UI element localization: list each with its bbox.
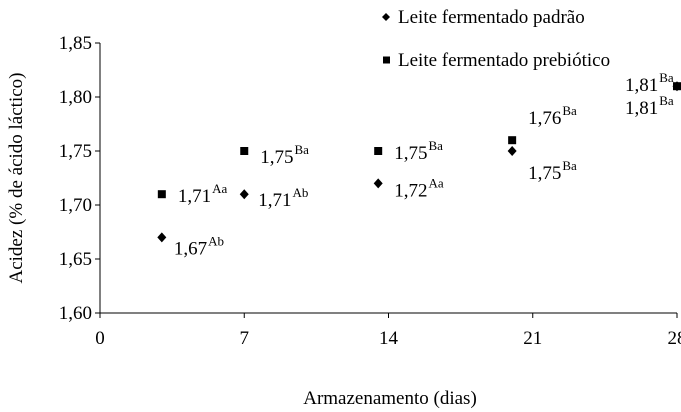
data-label: 1,75 xyxy=(528,163,561,184)
data-label-superscript: Ba xyxy=(428,138,443,153)
legend-marker xyxy=(383,56,390,64)
legend-label: Leite fermentado padrão xyxy=(398,7,585,28)
point xyxy=(374,147,383,155)
y-tick-label: 1,75 xyxy=(59,141,92,162)
point xyxy=(507,146,517,156)
point xyxy=(508,136,517,145)
x-tick-label: 28 xyxy=(668,328,681,349)
data-label-superscript: Ba xyxy=(659,93,674,108)
y-tick-label: 1,65 xyxy=(59,249,92,270)
point xyxy=(157,190,166,199)
point xyxy=(239,189,249,200)
x-tick-label: 7 xyxy=(240,328,250,349)
data-label: 1,76 xyxy=(528,108,561,129)
data-label: 1,81 xyxy=(625,98,658,119)
y-tick-label: 1,80 xyxy=(59,87,92,108)
x-tick-label: 14 xyxy=(379,328,399,349)
data-label-superscript: Ba xyxy=(659,70,674,85)
point xyxy=(157,232,167,243)
y-tick-label: 1,85 xyxy=(59,33,92,54)
y-tick-label: 1,60 xyxy=(59,303,92,324)
data-label: 1,71 xyxy=(178,186,211,207)
point xyxy=(373,178,383,189)
data-label: 1,75 xyxy=(260,147,293,168)
data-label-superscript: Ba xyxy=(295,142,310,157)
data-label: 1,75 xyxy=(394,143,427,164)
legend-marker xyxy=(382,13,390,21)
x-axis-title: Armazenamento (dias) xyxy=(303,388,477,409)
data-label: 1,71 xyxy=(258,190,291,211)
legend-label: Leite fermentado prebiótico xyxy=(398,50,610,71)
data-label: 1,81 xyxy=(625,75,658,96)
data-label: 1,72 xyxy=(394,180,427,201)
y-tick-label: 1,70 xyxy=(59,195,92,216)
point xyxy=(673,82,681,91)
data-label: 1,67 xyxy=(174,238,207,259)
data-label-superscript: Aa xyxy=(428,175,443,190)
data-label-superscript: Ab xyxy=(293,185,309,200)
data-label-superscript: Ba xyxy=(562,158,577,173)
data-label-superscript: Aa xyxy=(212,181,227,196)
point xyxy=(240,147,249,155)
x-tick-label: 21 xyxy=(523,328,542,349)
x-tick-label: 0 xyxy=(95,328,105,349)
data-label-superscript: Ab xyxy=(208,233,224,248)
y-axis-title: Acidez (% de ácido láctico) xyxy=(6,73,27,284)
data-label-superscript: Ba xyxy=(562,103,577,118)
